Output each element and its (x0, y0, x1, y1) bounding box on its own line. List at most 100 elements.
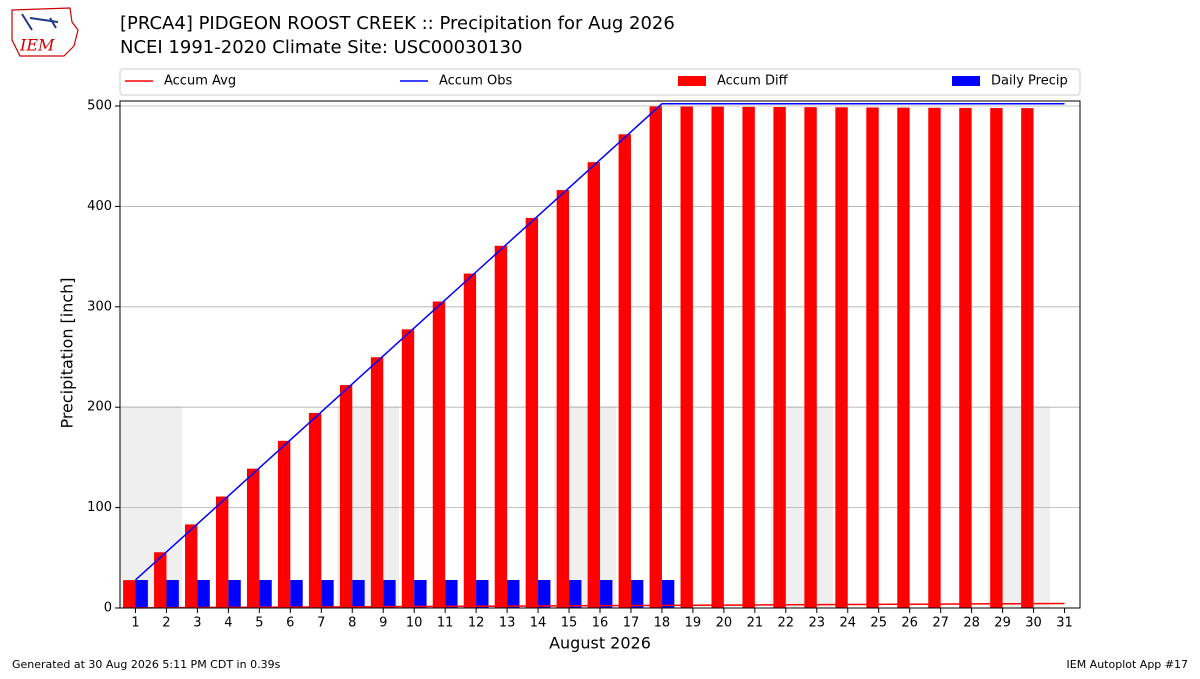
bar (216, 496, 229, 608)
bar (197, 579, 210, 608)
bar (1021, 108, 1034, 608)
bar (476, 579, 489, 608)
bar (600, 579, 613, 608)
bar (494, 245, 508, 608)
x-tick-label: 1 (131, 616, 139, 631)
bar (432, 301, 446, 608)
x-tick-label: 27 (932, 616, 949, 631)
legend-label: Accum Avg (164, 74, 236, 89)
bar (308, 412, 322, 608)
y-tick-label: 100 (87, 500, 112, 515)
y-axis-label: Precipitation [inch] (58, 277, 77, 428)
x-tick-label: 4 (224, 616, 232, 631)
bar (339, 385, 353, 608)
bar (370, 357, 384, 608)
plot-frame (119, 100, 1081, 609)
bar (680, 106, 693, 608)
logo: IEM (11, 7, 79, 57)
shade-band (120, 406, 182, 608)
footer-left: Generated at 30 Aug 2026 5:11 PM CDT in … (12, 658, 281, 671)
y-tick-label: 400 (87, 199, 112, 214)
bar (228, 579, 241, 608)
bar (123, 580, 136, 608)
y-tick-label: 200 (87, 400, 112, 415)
line (135, 602, 1065, 609)
x-tick-label: 5 (255, 616, 263, 631)
bar (866, 107, 879, 608)
x-tick-label: 24 (839, 616, 856, 631)
bar (135, 579, 148, 608)
x-tick-label: 22 (778, 616, 795, 631)
bar (525, 217, 539, 608)
bar (290, 579, 303, 608)
x-tick-label: 26 (901, 616, 918, 631)
bar (383, 579, 396, 608)
bar (959, 107, 972, 608)
bar (804, 107, 817, 609)
x-tick-label: 21 (747, 616, 764, 631)
bar (928, 107, 941, 608)
bar (630, 579, 644, 608)
x-tick-label: 15 (561, 616, 578, 631)
x-tick-label: 29 (994, 616, 1011, 631)
x-axis-label: August 2026 (549, 634, 651, 653)
bar (569, 579, 582, 608)
bar (556, 190, 570, 609)
x-tick-label: 18 (654, 616, 671, 631)
bar (352, 579, 365, 608)
weekend-shading (120, 406, 1050, 608)
bar (661, 579, 675, 608)
chart-title: [PRCA4] PIDGEON ROOST CREEK :: Precipita… (120, 13, 675, 34)
x-tick-label: 28 (963, 616, 980, 631)
x-tick-label: 7 (317, 616, 325, 631)
bar (742, 106, 755, 608)
legend-label: Daily Precip (991, 74, 1068, 89)
bar (990, 108, 1003, 608)
logo-outline (11, 7, 79, 57)
x-tick-label: 30 (1025, 616, 1042, 631)
bar (649, 106, 662, 608)
x-tick-label: 12 (468, 616, 485, 631)
x-tick-label: 20 (716, 616, 733, 631)
bar (835, 107, 848, 608)
bar (321, 579, 334, 608)
legend-swatch (678, 76, 706, 86)
x-tick-label: 11 (437, 616, 454, 631)
bar (185, 524, 198, 608)
x-tick-label: 9 (379, 616, 387, 631)
bar (154, 552, 167, 608)
bar (507, 579, 520, 608)
legend-box (119, 68, 1081, 96)
bar (166, 579, 179, 608)
bar (259, 579, 272, 608)
legend-label: Accum Diff (717, 74, 789, 89)
y-tick-label: 500 (87, 99, 112, 114)
legend-swatch (952, 76, 980, 86)
x-tick-label: 3 (193, 616, 201, 631)
bar (618, 134, 631, 608)
x-tick-label: 19 (685, 616, 702, 631)
chart-subtitle: NCEI 1991-2020 Climate Site: USC00030130 (120, 37, 522, 58)
legend-label: Accum Obs (439, 74, 512, 89)
x-tick-label: 23 (809, 616, 826, 631)
bar (445, 579, 458, 608)
x-tick-label: 2 (162, 616, 170, 631)
bar (587, 162, 600, 609)
x-tick-label: 13 (499, 616, 516, 631)
bar (711, 106, 724, 609)
x-tick-label: 14 (530, 616, 547, 631)
x-tick-label: 16 (592, 616, 609, 631)
x-tick-label: 31 (1056, 616, 1073, 631)
x-tick-label: 17 (623, 616, 640, 631)
x-tick-label: 6 (286, 616, 294, 631)
y-tick-label: 0 (104, 601, 112, 616)
x-tick-label: 25 (870, 616, 887, 631)
bar (463, 273, 477, 608)
bar (277, 440, 291, 608)
line (134, 103, 1065, 581)
bar (773, 107, 786, 608)
bar (414, 579, 427, 608)
logo-icon (21, 13, 59, 31)
x-tick-label: 10 (406, 616, 423, 631)
